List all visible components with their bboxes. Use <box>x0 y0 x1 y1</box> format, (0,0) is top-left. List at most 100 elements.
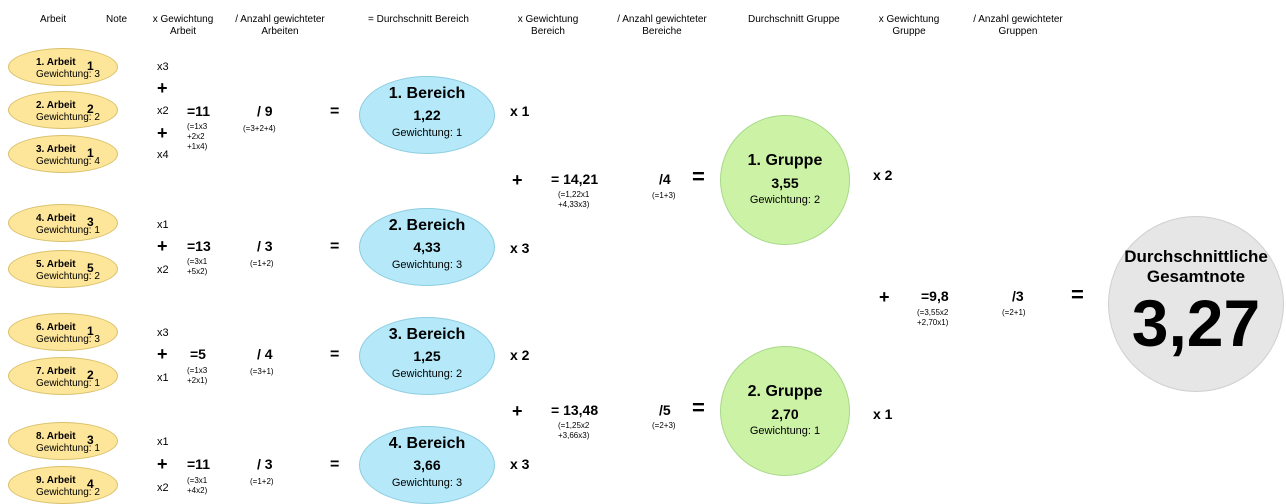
calc-line: +1x4) <box>187 142 208 151</box>
header-durchschnitt-gruppe: Durchschnitt Gruppe <box>748 14 840 25</box>
group-multiplier: x 2 <box>873 167 893 183</box>
total-circle: Durchschnittliche Gesamtnote 3,27 <box>1108 216 1284 392</box>
work-grade: 2 <box>87 102 94 116</box>
total-title-line: Durchschnittliche <box>1124 247 1268 266</box>
total-title: Durchschnittliche Gesamtnote <box>1109 247 1283 287</box>
work-title: 4. Arbeit <box>36 213 76 224</box>
area-ellipse-1: 1. Bereich 1,22 Gewichtung: 1 <box>359 76 495 154</box>
work-weight: Gewichtung: 1 <box>36 225 100 236</box>
group-weight: Gewichtung: 1 <box>749 425 821 437</box>
area-value: 1,22 <box>413 107 441 123</box>
equals-sign: = <box>330 238 340 255</box>
work-multiplier: x3 <box>157 327 169 339</box>
work-multiplier: x4 <box>157 149 169 161</box>
work-title: 7. Arbeit <box>36 366 76 377</box>
group-value: 3,55 <box>771 175 799 191</box>
work-multiplier: x3 <box>157 61 169 73</box>
header-line: x Gewichtung <box>152 14 214 25</box>
area-weight: Gewichtung: 3 <box>391 477 463 489</box>
work-ellipse-4: 4. Arbeit Gewichtung: 1 3 <box>8 204 118 242</box>
area-weight: Gewichtung: 3 <box>391 259 463 271</box>
work-ellipse-6: 6. Arbeit Gewichtung: 3 1 <box>8 313 118 351</box>
work-ellipse-3: 3. Arbeit Gewichtung: 4 1 <box>8 135 118 173</box>
header-line: Arbeit <box>169 26 197 37</box>
work-multiplier: x2 <box>157 264 169 276</box>
header-line: Bereich <box>531 26 565 37</box>
area-ellipse-3: 3. Bereich 1,25 Gewichtung: 2 <box>359 317 495 395</box>
header-line: x Gewichtung <box>878 14 940 25</box>
total-sum-calc: (=3,55x2 +2,70x1) <box>917 308 948 328</box>
header-gewichtung-arbeit: x Gewichtung Arbeit <box>150 14 216 38</box>
work-title: 1. Arbeit <box>36 57 76 68</box>
work-grade: 2 <box>87 368 94 382</box>
header-anzahl-gruppen: / Anzahl gewichteter Gruppen <box>968 14 1068 38</box>
area-sum-calc: (=3x1 +4x2) <box>187 476 207 496</box>
header-arbeit: Arbeit <box>40 14 67 25</box>
work-ellipse-2: 2. Arbeit Gewichtung: 2 2 <box>8 91 118 129</box>
header-line: Arbeiten <box>261 26 299 37</box>
total-title-line: Gesamtnote <box>1146 267 1246 286</box>
equals-sign: = <box>692 395 705 420</box>
work-title: 3. Arbeit <box>36 144 76 155</box>
work-weight: Gewichtung: 3 <box>36 334 100 345</box>
plus-sign: + <box>512 401 523 421</box>
equals-sign: = <box>330 456 340 473</box>
group-sum: = 13,48 <box>551 402 599 418</box>
calc-line: (=1x3 <box>187 366 208 375</box>
area-sum: =11 <box>187 103 210 119</box>
work-grade: 3 <box>87 215 94 229</box>
header-durchschnitt-bereich: = Durchschnitt Bereich <box>368 14 469 25</box>
area-divisor: / 3 <box>257 456 273 472</box>
calc-line: +5x2) <box>187 267 208 276</box>
area-ellipse-4: 4. Bereich 3,66 Gewichtung: 3 <box>359 426 495 504</box>
group-divisor: /4 <box>659 171 671 187</box>
work-weight: Gewichtung: 1 <box>36 443 100 454</box>
header-line: Gruppen <box>998 26 1038 37</box>
work-title: 5. Arbeit <box>36 259 76 270</box>
work-title: 6. Arbeit <box>36 322 76 333</box>
group-circle-2: 2. Gruppe 2,70 Gewichtung: 1 <box>720 346 850 476</box>
group-sum-calc: (=1,25x2 +3,66x3) <box>558 421 589 441</box>
group-divisor-calc: (=1+3) <box>652 191 676 200</box>
area-divisor-calc: (=3+2+4) <box>243 124 276 133</box>
area-sum: =5 <box>190 346 206 362</box>
area-divisor: / 3 <box>257 238 273 254</box>
work-title: 2. Arbeit <box>36 100 76 111</box>
work-multiplier: x1 <box>157 372 169 384</box>
work-title: 9. Arbeit <box>36 475 76 486</box>
work-ellipse-5: 5. Arbeit Gewichtung: 2 5 <box>8 250 118 288</box>
equals-sign: = <box>1071 282 1084 307</box>
plus-sign: + <box>879 287 890 307</box>
area-divisor-calc: (=1+2) <box>250 477 274 486</box>
calc-line: +4,33x3) <box>558 200 590 209</box>
area-title: 1. Bereich <box>388 85 466 102</box>
work-weight: Gewichtung: 2 <box>36 271 100 282</box>
group-sum-calc: (=1,22x1 +4,33x3) <box>558 190 589 210</box>
calc-line: +2x1) <box>187 376 208 385</box>
equals-sign: = <box>330 103 340 120</box>
calc-line: +3,66x3) <box>558 431 590 440</box>
area-weight: Gewichtung: 2 <box>391 368 463 380</box>
calc-line: +2,70x1) <box>917 318 949 327</box>
area-value: 1,25 <box>413 348 441 364</box>
work-grade: 4 <box>87 477 94 491</box>
area-weight: Gewichtung: 1 <box>391 127 463 139</box>
total-value: 3,27 <box>1131 286 1261 360</box>
header-note: Note <box>106 14 128 25</box>
total-divisor: /3 <box>1012 288 1024 304</box>
calc-line: (=3,55x2 <box>917 308 949 317</box>
calc-line: +4x2) <box>187 486 208 495</box>
header-line: / Anzahl gewichteter <box>235 14 325 25</box>
plus-sign: + <box>157 344 168 364</box>
group-title: 1. Gruppe <box>747 152 823 169</box>
header-line: / Anzahl gewichteter <box>617 14 707 25</box>
work-weight: Gewichtung: 4 <box>36 156 100 167</box>
area-value: 4,33 <box>413 239 441 255</box>
work-grade: 1 <box>87 146 94 160</box>
area-sum-calc: (=1x3 +2x2 +1x4) <box>187 122 207 152</box>
work-title: 8. Arbeit <box>36 431 76 442</box>
area-divisor-calc: (=3+1) <box>250 367 274 376</box>
group-divisor: /5 <box>659 402 671 418</box>
header-anzahl-arbeiten: / Anzahl gewichteter Arbeiten <box>230 14 330 38</box>
work-multiplier: x2 <box>157 482 169 494</box>
